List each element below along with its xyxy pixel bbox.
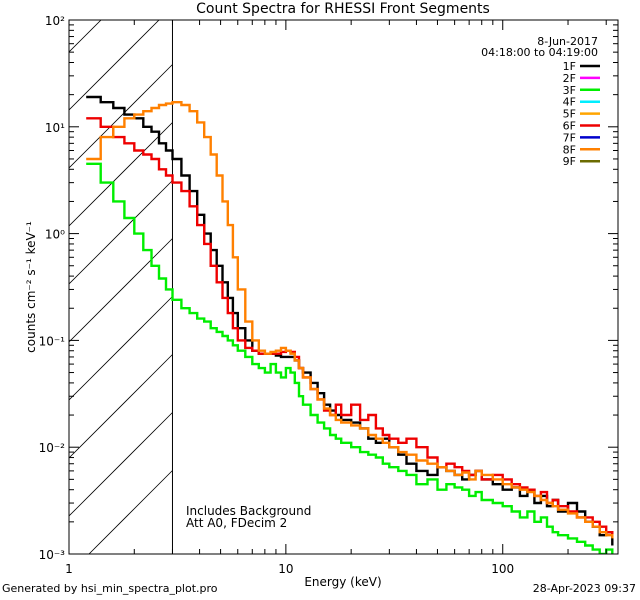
y-axis-label: counts cm⁻² s⁻¹ keV⁻¹	[24, 221, 38, 353]
hatch-line	[69, 20, 102, 53]
axes: 1 10 100 10² 10¹ 10⁰ 10⁻¹ 10⁻² 10⁻³	[39, 14, 619, 576]
footer-timestamp: 28-Apr-2023 09:37	[532, 582, 636, 595]
x-tick-label: 10	[278, 562, 293, 576]
legend-label-2F: 2F	[563, 72, 576, 85]
legend-label-1F: 1F	[563, 60, 576, 73]
x-tick-label: 100	[491, 562, 514, 576]
y-tick-label: 10²	[45, 14, 65, 28]
hatch-line	[69, 296, 173, 401]
y-tick-label: 10⁻²	[39, 441, 66, 455]
x-axis-label: Energy (keV)	[304, 575, 381, 589]
plot-frame	[68, 19, 619, 555]
legend-label-4F: 4F	[563, 96, 576, 109]
hatch-line	[69, 64, 173, 169]
hatch-line	[69, 122, 173, 227]
series-line-3F	[86, 162, 614, 554]
y-tick-label: 10⁻³	[39, 548, 66, 562]
hatch-line	[69, 180, 173, 285]
hatch-line	[69, 20, 160, 111]
series-line-6F	[86, 117, 614, 536]
hatch-line	[69, 354, 173, 459]
legend-date: 8-Jun-2017	[537, 35, 598, 48]
legend-label-6F: 6F	[563, 120, 576, 133]
y-tick-label: 10¹	[45, 121, 65, 135]
hatch-line	[88, 470, 173, 554]
series-layer	[86, 95, 614, 554]
legend-label-3F: 3F	[563, 84, 576, 97]
series-line-8F	[86, 101, 614, 539]
legend-time-range: 04:18:00 to 04:19:00	[481, 46, 598, 59]
annotation-background: Includes Background	[186, 504, 311, 518]
legend-label-9F: 9F	[563, 155, 576, 168]
legend-label-8F: 8F	[563, 143, 576, 156]
legend-label-7F: 7F	[563, 131, 576, 144]
hatch-line	[69, 412, 173, 517]
x-tick-label: 1	[65, 562, 73, 576]
hatched-region	[69, 20, 173, 554]
y-tick-label: 10⁰	[45, 228, 65, 242]
hatch-line	[69, 238, 173, 343]
annotation-attenuator: Att A0, FDecim 2	[186, 516, 287, 530]
legend-label-5F: 5F	[563, 108, 576, 121]
y-tick-label: 10⁻¹	[39, 334, 66, 348]
chart-title: Count Spectra for RHESSI Front Segments	[196, 1, 490, 17]
footer-generator: Generated by hsi_min_spectra_plot.pro	[2, 582, 218, 595]
